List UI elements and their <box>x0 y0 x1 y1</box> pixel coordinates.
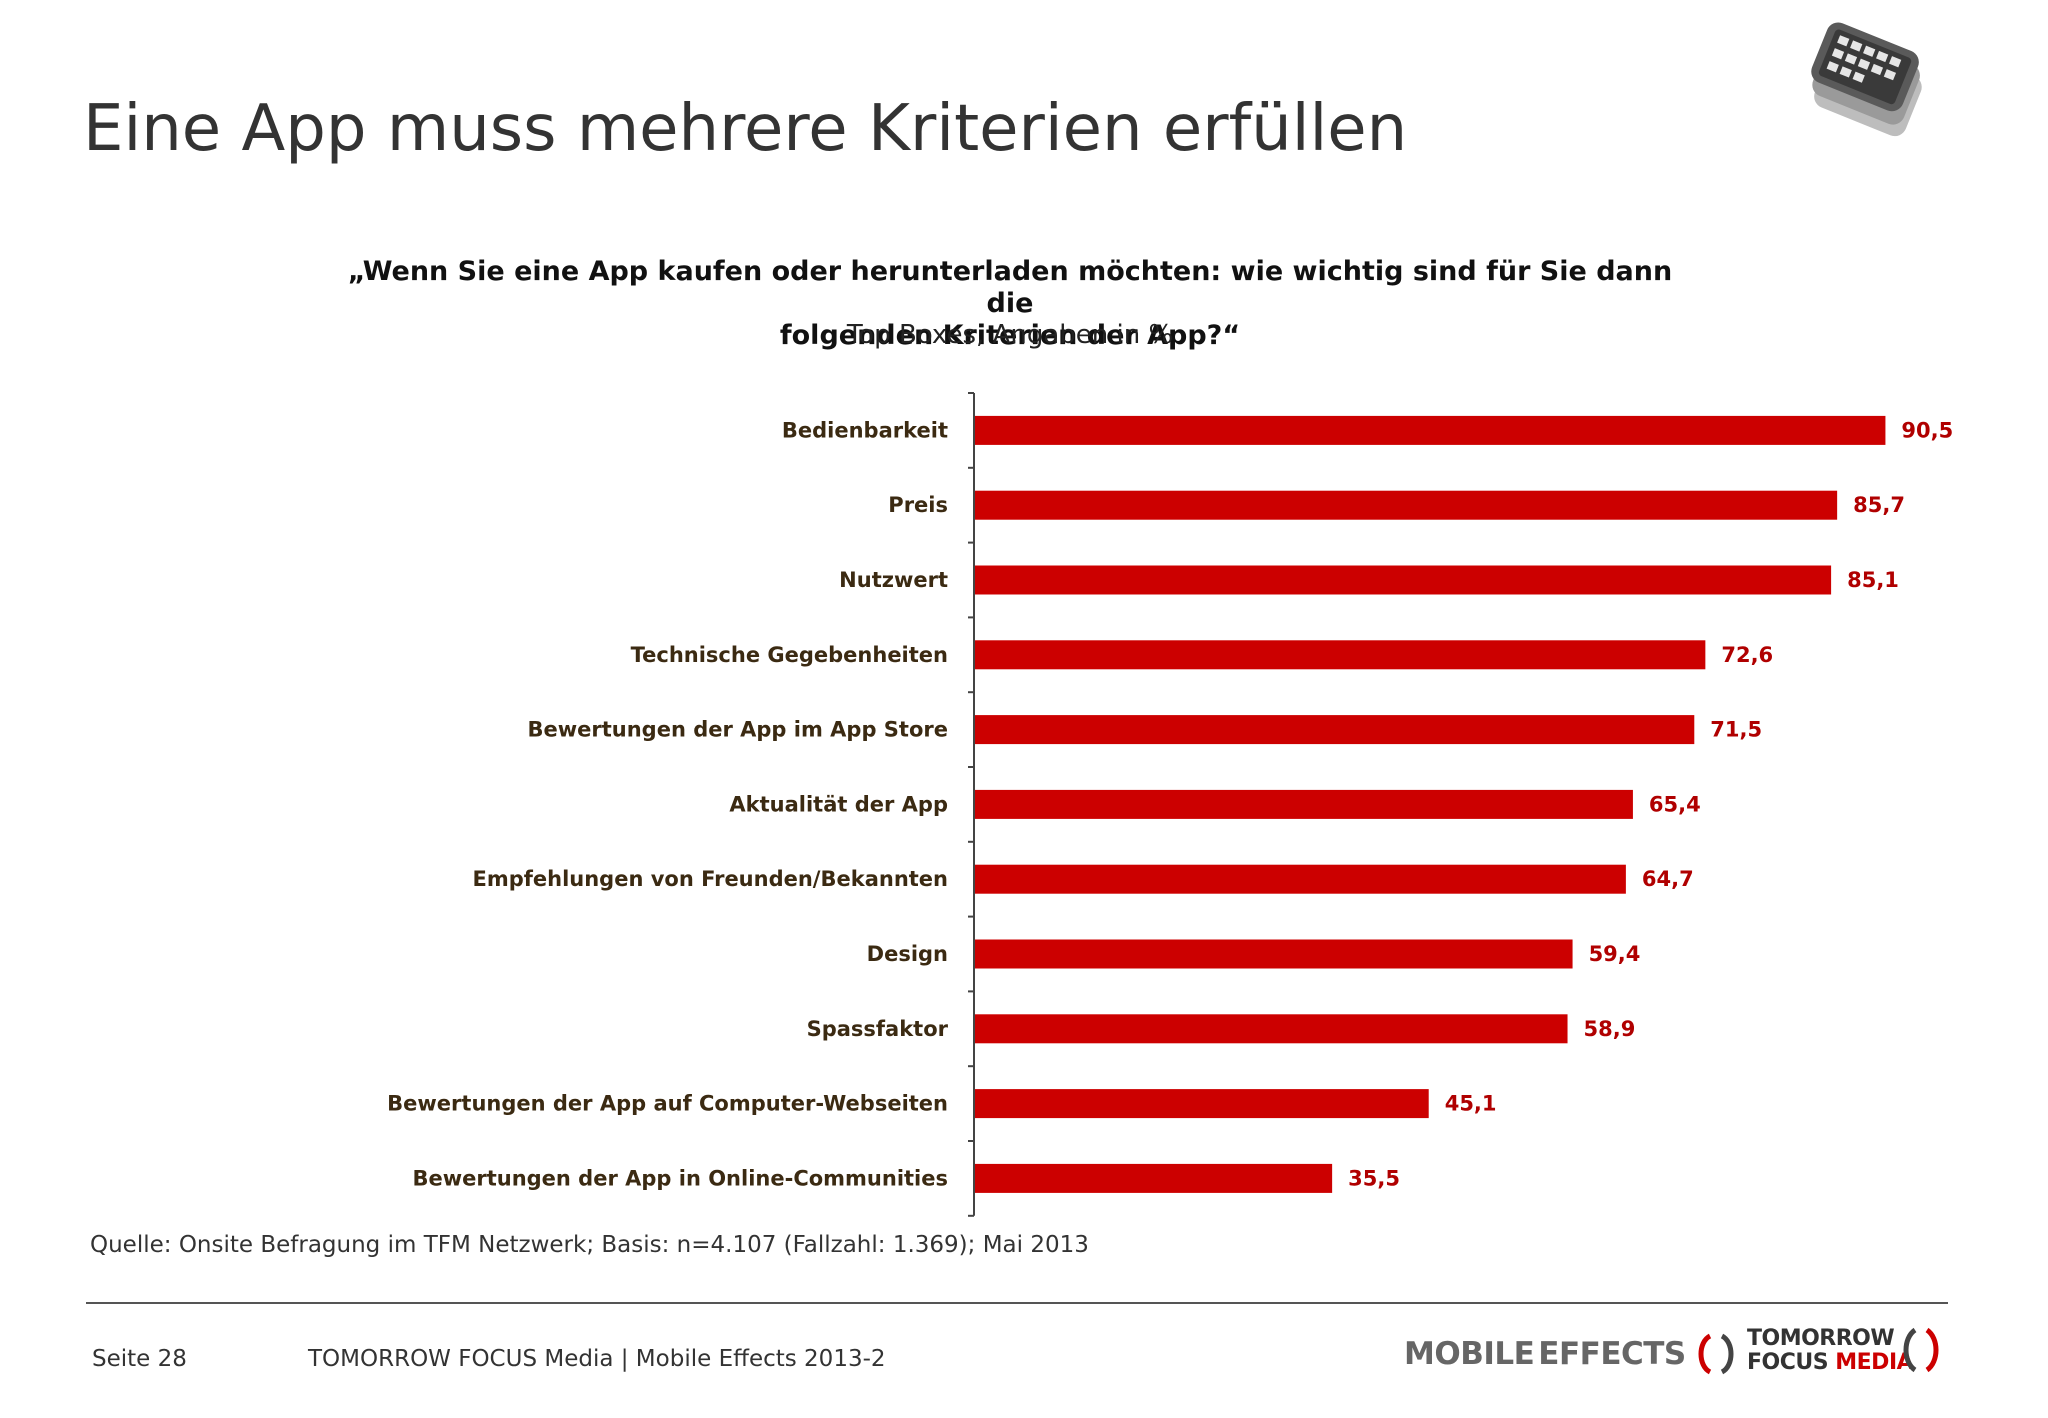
footer-divider <box>86 1302 1948 1304</box>
footer-text: TOMORROW FOCUS Media | Mobile Effects 20… <box>308 1346 886 1372</box>
logo-tomorrow-text: TOMORROW <box>1747 1326 1895 1351</box>
question-line-1: „Wenn Sie eine App kaufen oder herunterl… <box>347 256 1673 319</box>
logo-focus-text: FOCUS <box>1747 1350 1829 1375</box>
bar-chart: Bedienbarkeit 90,5 Preis 85,7 Nutzwert 85,1 Te… <box>387 392 1953 1217</box>
value-label: 85,1 <box>1847 568 1899 592</box>
value-label: 65,4 <box>1649 792 1701 816</box>
bar <box>975 864 1626 894</box>
page-number: Seite 28 <box>92 1346 187 1372</box>
category-label: Bewertungen der App in Online-Communitie… <box>412 1166 948 1190</box>
source-note: Quelle: Onsite Befragung im TFM Netzwerk… <box>90 1232 1089 1258</box>
logo-media-text: MEDIA <box>1835 1350 1914 1375</box>
bar <box>975 640 1706 670</box>
page-title: Eine App muss mehrere Kriterien erfüllen <box>83 92 1408 166</box>
logo-bracket-icon <box>1903 1327 1939 1373</box>
value-label: 72,6 <box>1721 643 1773 667</box>
category-label: Bewertungen der App auf Computer-Webseit… <box>387 1092 948 1116</box>
chart-subtitle: Top Boxes, Angaben in % <box>846 320 1174 350</box>
bar <box>975 1163 1333 1193</box>
bar <box>975 715 1695 745</box>
value-label: 35,5 <box>1348 1166 1400 1190</box>
value-label: 85,7 <box>1853 493 1905 517</box>
value-label: 58,9 <box>1584 1017 1636 1041</box>
value-label: 59,4 <box>1589 942 1641 966</box>
bar <box>975 565 1832 595</box>
category-label: Nutzwert <box>839 568 948 592</box>
category-label: Preis <box>888 493 948 517</box>
chart-question: „Wenn Sie eine App kaufen oder herunterl… <box>340 256 1680 352</box>
category-label: Aktualität der App <box>729 792 948 816</box>
logo-mobile-text: MOBILE <box>1404 1336 1535 1372</box>
bar <box>975 789 1633 819</box>
question-line-2: folgenden Kriterien der App?“ <box>779 320 1241 351</box>
mobile-effects-logo: MOBILE EFFECTS <box>1404 1332 1744 1376</box>
category-label: Design <box>867 942 948 966</box>
bar <box>975 1014 1568 1044</box>
category-label: Technische Gegebenheiten <box>631 643 948 667</box>
value-label: 45,1 <box>1445 1092 1497 1116</box>
category-label: Spassfaktor <box>807 1017 949 1041</box>
category-label: Bedienbarkeit <box>782 418 948 442</box>
bar <box>975 939 1573 969</box>
category-label: Bewertungen der App im App Store <box>527 718 948 742</box>
value-label: 64,7 <box>1642 867 1694 891</box>
bar <box>975 1089 1429 1119</box>
logo-bracket-icon <box>1698 1333 1734 1375</box>
smartphone-stack-icon <box>1811 22 1922 137</box>
value-label: 71,5 <box>1710 718 1762 742</box>
tomorrow-focus-media-logo: TOMORROW FOCUS MEDIA <box>1747 1326 1947 1376</box>
category-label: Empfehlungen von Freunden/Bekannten <box>472 867 948 891</box>
logo-focus-media-line: FOCUS MEDIA <box>1747 1350 1914 1375</box>
bar <box>975 415 1886 445</box>
logo-effects-text: EFFECTS <box>1538 1336 1686 1372</box>
value-label: 90,5 <box>1901 418 1953 442</box>
bar <box>975 490 1838 520</box>
